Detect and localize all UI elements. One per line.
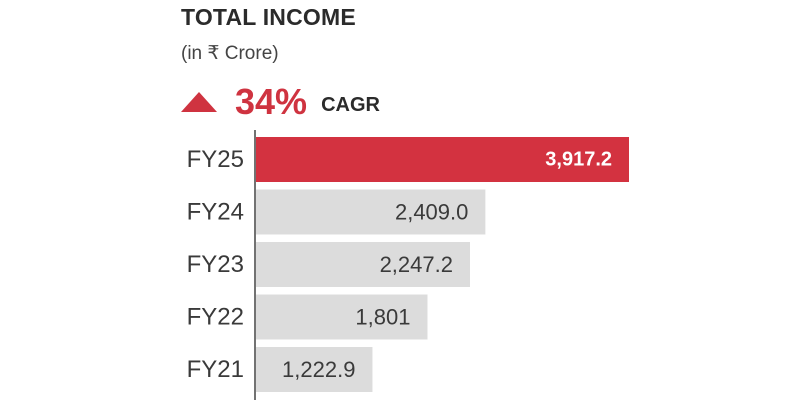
bar-fy22 <box>256 294 428 340</box>
cagr-value: 34% <box>235 81 308 122</box>
bar-fy21 <box>256 347 373 392</box>
value-label-fy24: 2,409.0 <box>395 200 468 225</box>
category-label-fy24: FY24 <box>187 199 244 226</box>
category-label-fy21: FY21 <box>187 356 244 383</box>
category-label-fy23: FY23 <box>187 251 244 278</box>
bar-fy25 <box>256 137 629 182</box>
value-label-fy23: 2,247.2 <box>380 252 453 277</box>
cagr-label: CAGR <box>321 93 380 116</box>
value-label-fy21: 1,222.9 <box>282 357 355 382</box>
bar-fy24 <box>256 189 486 235</box>
value-label-fy22: 1,801 <box>355 305 410 330</box>
cagr-callout: 34% CAGR <box>181 80 380 124</box>
category-label-fy22: FY22 <box>187 304 244 331</box>
bar-fy23 <box>256 242 470 287</box>
triangle-up-icon <box>181 92 217 112</box>
chart-title: TOTAL INCOME <box>181 4 356 30</box>
value-label-fy25: 3,917.2 <box>545 149 612 171</box>
category-label-fy25: FY25 <box>187 146 244 173</box>
chart-subtitle: (in ₹ Crore) <box>181 43 279 64</box>
